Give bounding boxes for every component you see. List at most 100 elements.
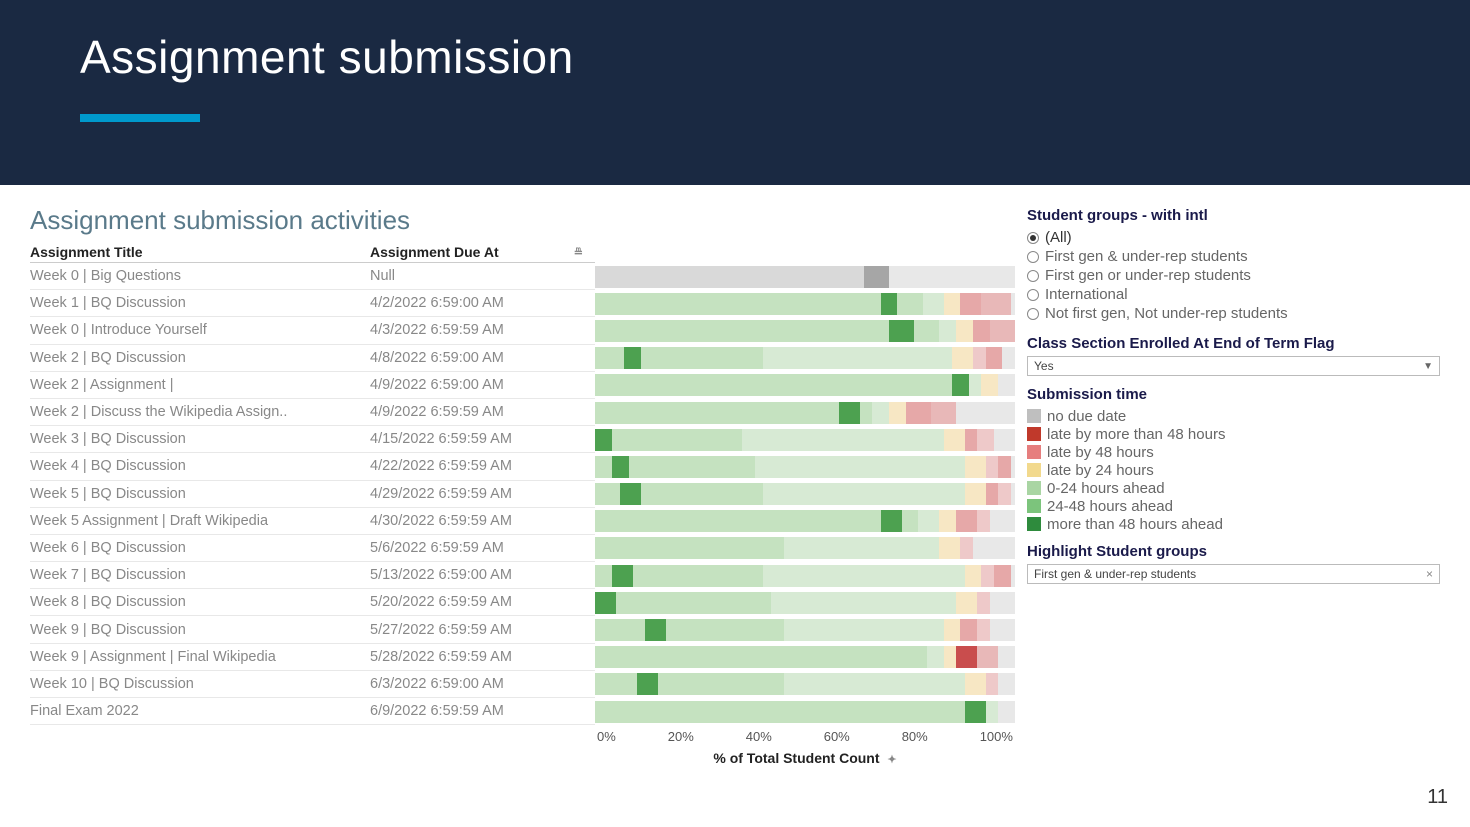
bar-segment[interactable] — [864, 266, 889, 288]
bar-segment[interactable] — [923, 293, 944, 315]
bar-segment[interactable] — [595, 374, 952, 396]
assignment-due-cell[interactable]: 5/6/2022 6:59:59 AM — [370, 540, 595, 556]
bar-segment[interactable] — [637, 429, 742, 451]
class-section-select[interactable]: Yes ▼ — [1027, 356, 1440, 376]
bar-segment[interactable] — [939, 320, 956, 342]
bar-segment[interactable] — [612, 429, 637, 451]
bar-segment[interactable] — [944, 619, 961, 641]
bar-segment[interactable] — [986, 483, 999, 505]
bar-segment[interactable] — [960, 619, 977, 641]
radio-option[interactable]: (All) — [1027, 228, 1440, 247]
bar-segment[interactable] — [784, 673, 965, 695]
bar-segment[interactable] — [595, 483, 620, 505]
legend-item[interactable]: 24-48 hours ahead — [1027, 497, 1440, 515]
bar-segment[interactable] — [960, 537, 973, 559]
bar-segment[interactable] — [595, 619, 645, 641]
assignment-title-cell[interactable]: Week 10 | BQ Discussion — [30, 676, 370, 692]
bar-segment[interactable] — [595, 429, 612, 451]
bar-segment[interactable] — [881, 510, 902, 532]
bar-segment[interactable] — [860, 402, 873, 424]
bar-track[interactable] — [595, 402, 1015, 424]
bar-segment[interactable] — [986, 701, 999, 723]
bar-segment[interactable] — [616, 592, 645, 614]
bar-segment[interactable] — [973, 347, 986, 369]
assignment-due-cell[interactable]: 4/15/2022 6:59:59 AM — [370, 431, 595, 447]
bar-segment[interactable] — [658, 537, 784, 559]
bar-track[interactable] — [595, 293, 1015, 315]
bar-segment[interactable] — [952, 374, 969, 396]
legend-item[interactable]: 0-24 hours ahead — [1027, 479, 1440, 497]
bar-segment[interactable] — [902, 510, 919, 532]
bar-segment[interactable] — [612, 456, 629, 478]
bar-segment[interactable] — [595, 565, 612, 587]
bar-segment[interactable] — [620, 483, 641, 505]
bar-segment[interactable] — [629, 456, 755, 478]
col-header-due[interactable]: Assignment Due At ≞ — [370, 244, 595, 260]
assignment-title-cell[interactable]: Week 2 | BQ Discussion — [30, 350, 370, 366]
assignment-title-cell[interactable]: Week 6 | BQ Discussion — [30, 540, 370, 556]
bar-track[interactable] — [595, 456, 1015, 478]
radio-option[interactable]: First gen or under-rep students — [1027, 266, 1440, 285]
bar-track[interactable] — [595, 483, 1015, 505]
assignment-due-cell[interactable]: 5/28/2022 6:59:59 AM — [370, 649, 595, 665]
bar-segment[interactable] — [658, 673, 784, 695]
bar-segment[interactable] — [944, 646, 957, 668]
assignment-title-cell[interactable]: Week 2 | Discuss the Wikipedia Assign.. — [30, 404, 370, 420]
bar-segment[interactable] — [641, 483, 763, 505]
assignment-title-cell[interactable]: Week 4 | BQ Discussion — [30, 458, 370, 474]
assignment-due-cell[interactable]: 6/3/2022 6:59:00 AM — [370, 676, 595, 692]
assignment-title-cell[interactable]: Week 0 | Big Questions — [30, 268, 370, 284]
bar-track[interactable] — [595, 673, 1015, 695]
bar-segment[interactable] — [872, 402, 889, 424]
bar-segment[interactable] — [645, 592, 771, 614]
bar-segment[interactable] — [939, 510, 956, 532]
bar-track[interactable] — [595, 374, 1015, 396]
assignment-due-cell[interactable]: 5/20/2022 6:59:59 AM — [370, 594, 595, 610]
bar-segment[interactable] — [965, 483, 986, 505]
bar-segment[interactable] — [595, 537, 658, 559]
bar-segment[interactable] — [881, 293, 898, 315]
assignment-due-cell[interactable]: 5/13/2022 6:59:00 AM — [370, 567, 595, 583]
bar-segment[interactable] — [998, 483, 1011, 505]
bar-segment[interactable] — [986, 673, 999, 695]
bar-track[interactable] — [595, 510, 1015, 532]
bar-segment[interactable] — [910, 646, 927, 668]
bar-segment[interactable] — [986, 347, 1003, 369]
bar-segment[interactable] — [595, 510, 881, 532]
bar-track[interactable] — [595, 320, 1015, 342]
col-header-title[interactable]: Assignment Title — [30, 244, 370, 260]
bar-track[interactable] — [595, 701, 1015, 723]
bar-segment[interactable] — [965, 673, 986, 695]
bar-segment[interactable] — [755, 456, 965, 478]
bar-segment[interactable] — [595, 320, 889, 342]
radio-option[interactable]: First gen & under-rep students — [1027, 247, 1440, 266]
bar-segment[interactable] — [956, 646, 977, 668]
bar-segment[interactable] — [990, 320, 1015, 342]
assignment-due-cell[interactable]: 6/9/2022 6:59:59 AM — [370, 703, 595, 719]
legend-item[interactable]: more than 48 hours ahead — [1027, 515, 1440, 533]
bar-segment[interactable] — [763, 565, 965, 587]
bar-segment[interactable] — [595, 646, 910, 668]
bar-track[interactable] — [595, 537, 1015, 559]
bar-track[interactable] — [595, 429, 1015, 451]
assignment-due-cell[interactable]: 4/22/2022 6:59:59 AM — [370, 458, 595, 474]
assignment-due-cell[interactable]: 4/8/2022 6:59:00 AM — [370, 350, 595, 366]
bar-segment[interactable] — [763, 347, 952, 369]
bar-segment[interactable] — [981, 565, 994, 587]
assignment-title-cell[interactable]: Week 5 Assignment | Draft Wikipedia — [30, 513, 370, 529]
bar-segment[interactable] — [645, 619, 666, 641]
bar-segment[interactable] — [981, 374, 998, 396]
bar-segment[interactable] — [998, 456, 1011, 478]
bar-track[interactable] — [595, 619, 1015, 641]
bar-segment[interactable] — [977, 429, 994, 451]
bar-segment[interactable] — [977, 619, 990, 641]
bar-segment[interactable] — [977, 510, 990, 532]
bar-segment[interactable] — [965, 701, 986, 723]
assignment-due-cell[interactable]: 4/30/2022 6:59:59 AM — [370, 513, 595, 529]
legend-item[interactable]: no due date — [1027, 407, 1440, 425]
bar-segment[interactable] — [939, 537, 960, 559]
bar-segment[interactable] — [595, 673, 637, 695]
bar-segment[interactable] — [839, 402, 860, 424]
bar-track[interactable] — [595, 565, 1015, 587]
assignment-title-cell[interactable]: Week 9 | Assignment | Final Wikipedia — [30, 649, 370, 665]
